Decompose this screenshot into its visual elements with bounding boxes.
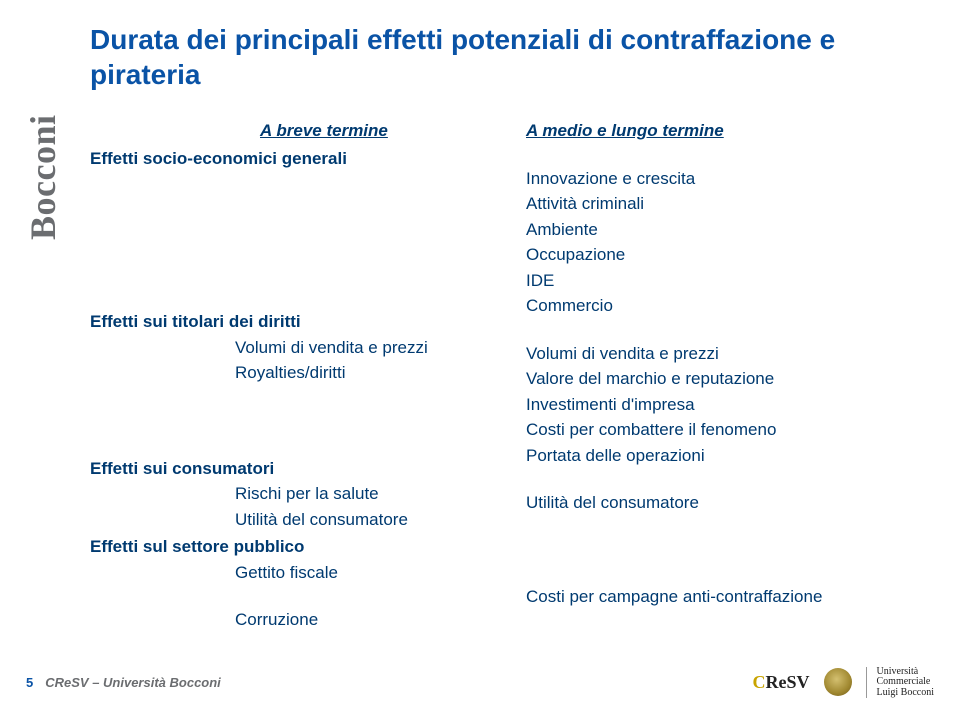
list-item: Occupazione <box>526 242 896 268</box>
seal-icon <box>824 668 852 696</box>
list-item: IDE <box>526 268 896 294</box>
list-item: Corruzione <box>235 607 490 633</box>
footer-left: 5 CReSV – Università Bocconi <box>26 675 221 690</box>
slide-footer: 5 CReSV – Università Bocconi CReSV Unive… <box>0 667 960 699</box>
list-item: Costi per campagne anti-contraffazione <box>526 584 896 610</box>
list-item: Gettito fiscale <box>235 560 490 586</box>
left-column-header: A breve termine <box>260 118 388 144</box>
section-head-2: Effetti sui titolari dei diritti <box>90 309 490 335</box>
slide-body: Durata dei principali effetti potenziali… <box>0 0 960 716</box>
page-number: 5 <box>26 675 33 690</box>
list-item: Commercio <box>526 293 896 319</box>
list-item: Volumi di vendita e prezzi <box>235 335 490 361</box>
list-item: Royalties/diritti <box>235 360 490 386</box>
column-left: A breve termine Effetti socio-economici … <box>90 118 490 633</box>
list-item: Investimenti d'impresa <box>526 392 896 418</box>
ub-line: Commerciale <box>877 677 935 688</box>
list-item: Valore del marchio e reputazione <box>526 366 896 392</box>
list-item: Ambiente <box>526 217 896 243</box>
ub-line: Luigi Bocconi <box>877 688 935 699</box>
footer-org: CReSV – Università Bocconi <box>45 675 221 690</box>
section-head-4: Effetti sul settore pubblico <box>90 534 490 560</box>
list-item: Utilità del consumatore <box>235 507 490 533</box>
list-item: Portata delle operazioni <box>526 443 896 469</box>
list-item: Volumi di vendita e prezzi <box>526 341 896 367</box>
right-column-header: A medio e lungo termine <box>526 118 896 144</box>
column-right: A medio e lungo termine Innovazione e cr… <box>526 118 896 633</box>
list-item: Rischi per la salute <box>235 481 490 507</box>
list-item: Costi per combattere il fenomeno <box>526 417 896 443</box>
universita-bocconi-logo: Università Commerciale Luigi Bocconi <box>866 667 935 699</box>
footer-logos: CReSV Università Commerciale Luigi Bocco… <box>753 667 935 699</box>
section-head-3: Effetti sui consumatori <box>90 456 490 482</box>
list-item: Utilità del consumatore <box>526 490 896 516</box>
cresv-logo: CReSV <box>753 672 810 693</box>
slide-title: Durata dei principali effetti potenziali… <box>90 22 920 92</box>
content-columns: A breve termine Effetti socio-economici … <box>90 118 920 633</box>
section-head-1: Effetti socio-economici generali <box>90 146 490 172</box>
list-item: Innovazione e crescita <box>526 166 896 192</box>
list-item: Attività criminali <box>526 191 896 217</box>
